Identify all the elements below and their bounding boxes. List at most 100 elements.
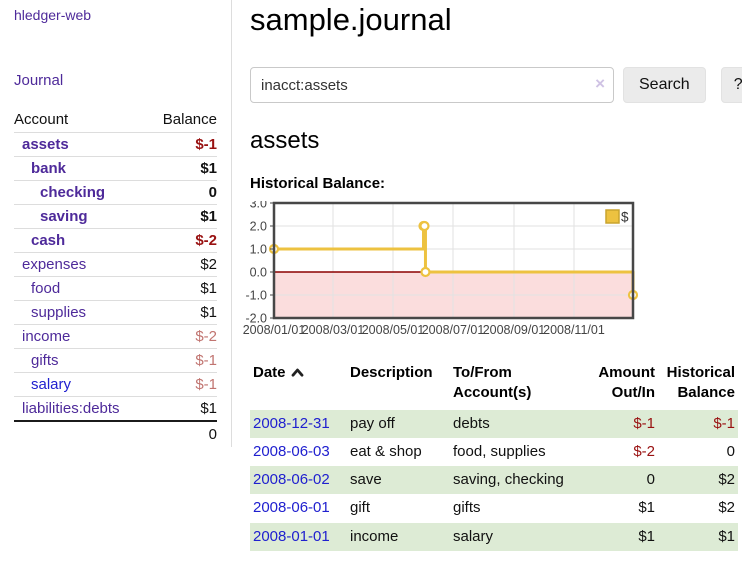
x-tick-label: 2008/05/01 (362, 323, 425, 337)
column-header-balance: Historical Balance (658, 361, 738, 410)
historical-balance-chart[interactable]: 3.0 2.0 1.0 0.0 -1.0 -2.02008/01/012008/03/01… (240, 201, 644, 349)
sidebar-item-journal[interactable]: Journal (14, 72, 64, 89)
account-row: saving $1 (14, 204, 217, 229)
column-header-amount-line1: Amount (598, 364, 655, 381)
account-balance: $-1 (148, 132, 217, 157)
transaction-row: 2008-12-31 pay off debts $-1 $-1 (250, 409, 738, 438)
data-point-marker[interactable] (419, 220, 430, 232)
sidebar-account-link[interactable]: cash (31, 232, 66, 249)
clear-search-icon[interactable]: × (595, 74, 605, 93)
transaction-accounts: food, supplies (453, 442, 546, 460)
sidebar-account-link[interactable]: bank (31, 160, 67, 177)
page-title: sample.journal (250, 2, 452, 37)
transactions-table: Date Description To/From Account(s) Amou… (250, 361, 738, 551)
account-balance: $-1 (148, 372, 217, 397)
transaction-description: eat & shop (350, 442, 422, 460)
help-button[interactable]: ? (720, 67, 742, 103)
account-row: income $-2 (14, 324, 217, 349)
column-header-description-label: Description (350, 364, 433, 381)
accounts-table: Account Balance assets $-1 bank $1 checking 0… (14, 109, 217, 447)
column-header-balance-line2: Balance (677, 384, 735, 402)
sidebar-account-link[interactable]: expenses (22, 256, 87, 273)
transaction-date-link[interactable]: 2008-01-01 (253, 527, 330, 545)
sidebar: hledger-web Journal Account Balance asse… (0, 0, 232, 447)
column-header-date[interactable]: Date (250, 361, 347, 410)
transaction-description: income (350, 527, 399, 545)
chart-title: Historical Balance: (250, 175, 386, 192)
column-header-accounts-line1: To/From (453, 364, 512, 381)
total-spacer (14, 420, 149, 447)
search-input-wrap: × (250, 67, 614, 103)
sidebar-account-link[interactable]: supplies (31, 304, 87, 321)
sidebar-account-link[interactable]: checking (40, 184, 106, 201)
transaction-accounts: saving, checking (453, 471, 564, 488)
legend-swatch (605, 209, 620, 224)
account-balance: $1 (148, 396, 217, 421)
x-tick-label: 2008/01/01 (243, 323, 306, 337)
sidebar-account-link[interactable]: assets (22, 136, 69, 153)
legend-label: $ (621, 210, 629, 225)
x-tick-label: 2008/11/01 (543, 323, 605, 337)
sidebar-account-link[interactable]: liabilities:debts (22, 400, 120, 417)
transaction-balance: $-1 (713, 414, 735, 432)
y-tick-label: 2.0 (250, 220, 267, 234)
transaction-amount: $1 (638, 499, 655, 517)
search-button[interactable]: Search (623, 67, 706, 103)
y-tick-label: 3.0 (250, 201, 267, 211)
account-balance: 0 (148, 180, 217, 205)
sort-ascending-icon (291, 368, 303, 377)
transaction-balance: 0 (726, 442, 735, 460)
transaction-balance: $1 (718, 527, 735, 545)
search-form: × Search ? (250, 67, 742, 103)
sidebar-account-link[interactable]: gifts (31, 352, 59, 369)
transaction-date-link[interactable]: 2008-06-02 (253, 471, 330, 488)
sidebar-account-link[interactable]: food (31, 280, 61, 297)
transaction-row: 2008-06-03 eat & shop food, supplies $-2 0 (250, 438, 738, 466)
column-header-description: Description (347, 361, 450, 410)
account-row: checking 0 (14, 180, 217, 205)
x-tick-label: 2008/03/01 (302, 323, 365, 337)
search-input[interactable] (250, 67, 614, 103)
x-tick-label: 2008/09/01 (483, 323, 546, 337)
y-tick-label: 1.0 (250, 243, 267, 257)
account-balance: $-2 (148, 324, 217, 349)
transaction-date-link[interactable]: 2008-12-31 (253, 414, 330, 432)
transaction-description: save (350, 471, 382, 488)
sidebar-account-link[interactable]: salary (31, 376, 72, 393)
column-header-amount: Amount Out/In (584, 361, 658, 410)
transaction-date-link[interactable]: 2008-06-03 (253, 442, 330, 460)
x-tick-label: 2008/07/01 (422, 323, 485, 337)
transaction-description: gift (350, 499, 371, 517)
main-content: sample.journal × Search ? assets Histori… (232, 0, 742, 551)
plot-border (272, 201, 635, 320)
account-title: assets (250, 127, 320, 154)
transaction-row: 2008-01-01 income salary $1 $1 (250, 522, 738, 551)
column-header-accounts-line2: Account(s) (453, 384, 532, 402)
data-point-marker[interactable] (420, 266, 431, 278)
account-balance: $1 (148, 300, 217, 325)
transaction-amount: 0 (646, 471, 655, 488)
sidebar-account-link[interactable]: saving (40, 208, 88, 225)
transaction-row: 2008-06-01 gift gifts $1 $2 (250, 494, 738, 522)
transaction-description: pay off (350, 414, 395, 432)
transaction-balance: $2 (718, 499, 735, 517)
accounts-total-row: 0 (14, 420, 217, 447)
account-balance: $1 (148, 276, 217, 301)
account-row: supplies $1 (14, 300, 217, 325)
account-balance: $2 (148, 252, 217, 277)
account-balance: $1 (148, 156, 217, 181)
transaction-row: 2008-06-02 save saving, checking 0 $2 (250, 466, 738, 495)
account-row: liabilities:debts $1 (14, 396, 217, 421)
transaction-amount: $-1 (633, 414, 655, 432)
sidebar-account-link[interactable]: income (22, 328, 71, 345)
account-balance: $-1 (148, 348, 217, 373)
brand-link[interactable]: hledger-web (14, 7, 92, 23)
transaction-accounts: gifts (453, 499, 481, 517)
account-row: bank $1 (14, 156, 217, 181)
account-balance: $-2 (148, 228, 217, 253)
y-tick-label: -1.0 (245, 289, 267, 303)
transaction-amount: $-2 (633, 442, 655, 460)
transaction-amount: $1 (638, 527, 655, 545)
transaction-date-link[interactable]: 2008-06-01 (253, 499, 330, 517)
column-header-balance-line1: Historical (666, 364, 735, 381)
